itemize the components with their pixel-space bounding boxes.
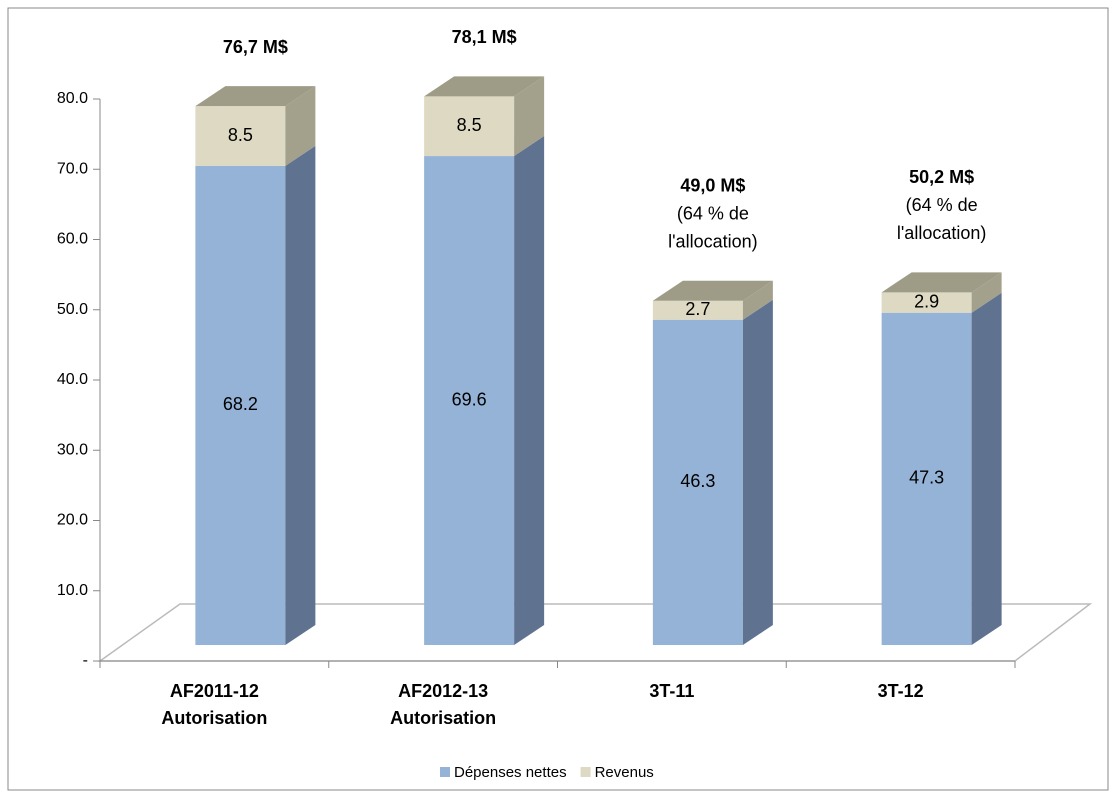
bar bbox=[424, 96, 515, 157]
total-annotation: l'allocation) bbox=[668, 232, 757, 252]
data-label: 2.7 bbox=[685, 299, 710, 319]
bar-side bbox=[514, 76, 545, 157]
total-annotation: 78,1 M$ bbox=[452, 27, 517, 47]
data-label: 8.5 bbox=[228, 125, 253, 145]
bar-top bbox=[424, 76, 545, 97]
y-tick-label: 70.0 bbox=[57, 160, 88, 177]
bar bbox=[652, 300, 743, 320]
y-tick-label: 80.0 bbox=[57, 90, 88, 107]
legend-label: Dépenses nettes bbox=[454, 764, 567, 781]
data-label: 8.5 bbox=[457, 115, 482, 135]
total-annotation: 76,7 M$ bbox=[223, 37, 288, 57]
bar-side bbox=[742, 280, 773, 320]
legend-label: Revenus bbox=[595, 764, 654, 781]
x-tick-label: Autorisation bbox=[161, 708, 267, 728]
bar-side bbox=[285, 145, 316, 645]
x-tick-label: 3T-11 bbox=[649, 681, 694, 701]
total-annotation: 49,0 M$ bbox=[680, 176, 745, 196]
bar-side bbox=[514, 136, 545, 645]
data-label: 69.6 bbox=[452, 389, 487, 409]
x-tick-label: AF2012-13 bbox=[398, 681, 488, 701]
bar-top bbox=[195, 86, 316, 107]
total-annotation: 50,2 M$ bbox=[909, 167, 974, 187]
bar bbox=[195, 106, 286, 166]
y-tick-label: 60.0 bbox=[57, 231, 88, 248]
x-tick-label: 3T-12 bbox=[878, 681, 924, 701]
bar-side bbox=[971, 272, 1002, 313]
y-tick-label: 20.0 bbox=[57, 512, 88, 529]
bar-side bbox=[971, 292, 1002, 645]
bar-side bbox=[742, 299, 773, 645]
data-label: 68.2 bbox=[223, 394, 258, 414]
x-tick-label: AF2011-12 bbox=[170, 681, 259, 701]
bar bbox=[652, 319, 743, 645]
y-tick-label: 40.0 bbox=[57, 371, 88, 388]
bar-top bbox=[652, 280, 773, 301]
total-annotation: l'allocation) bbox=[897, 223, 986, 243]
x-tick-label: Autorisation bbox=[390, 708, 496, 728]
bar bbox=[424, 156, 515, 645]
bar-top bbox=[881, 272, 1002, 293]
y-tick-label: - bbox=[83, 652, 88, 669]
bar bbox=[881, 312, 972, 645]
legend-swatch bbox=[580, 767, 591, 777]
y-tick-label: 30.0 bbox=[57, 441, 88, 458]
data-label: 47.3 bbox=[909, 468, 944, 488]
bar bbox=[195, 165, 286, 645]
total-annotation: (64 % de bbox=[677, 204, 749, 224]
y-tick-label: 50.0 bbox=[57, 301, 88, 318]
legend-swatch bbox=[440, 767, 450, 777]
data-label: 2.9 bbox=[914, 291, 939, 311]
total-annotation: (64 % de bbox=[906, 195, 978, 215]
bar bbox=[881, 292, 972, 313]
y-tick-label: 10.0 bbox=[57, 582, 88, 599]
bar-side bbox=[285, 86, 316, 166]
data-label: 46.3 bbox=[680, 471, 715, 491]
